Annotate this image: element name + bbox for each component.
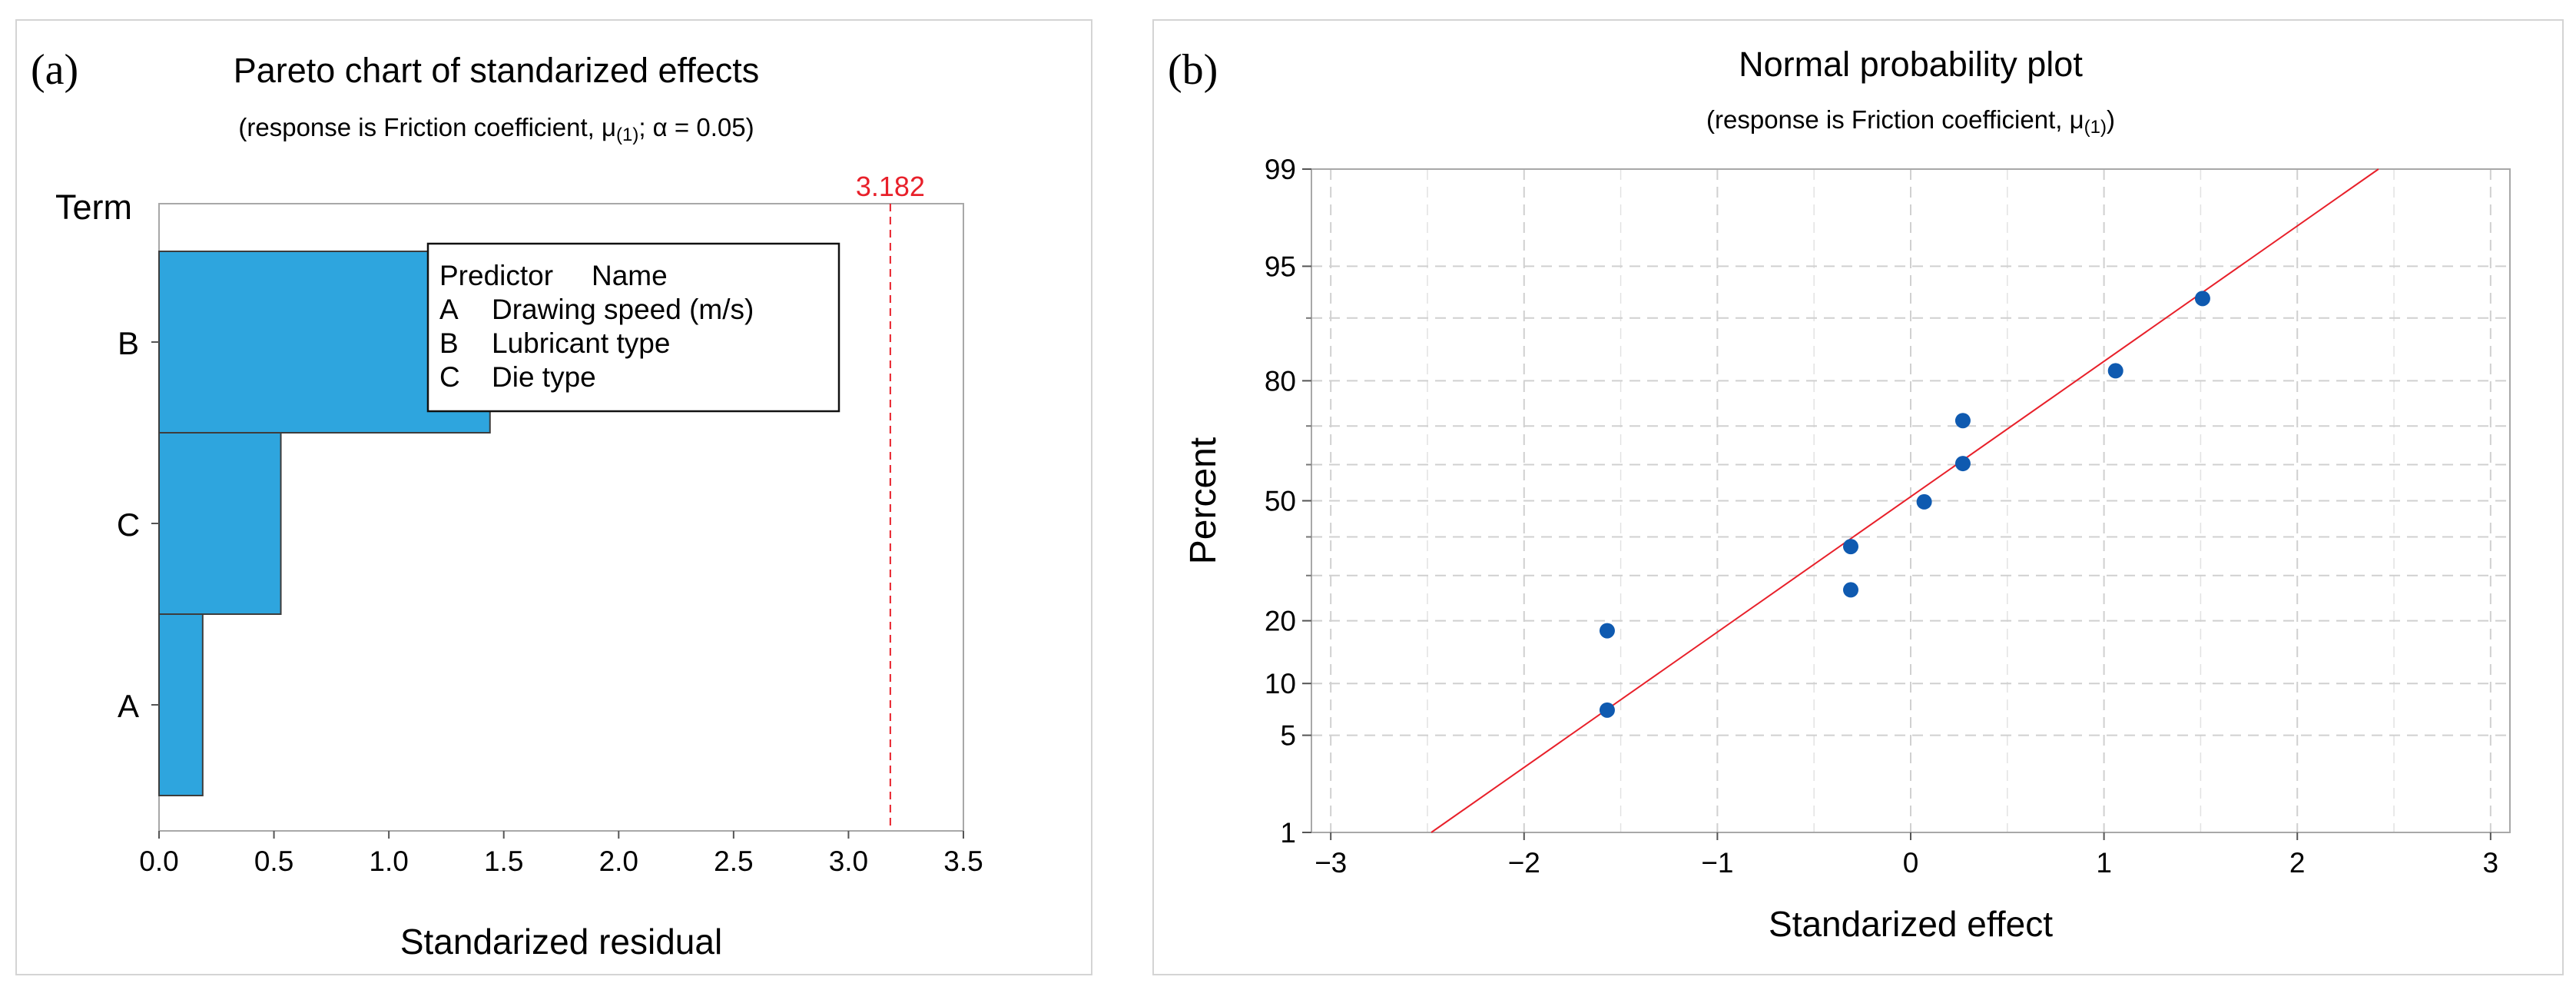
data-point bbox=[1599, 702, 1615, 718]
chart-subtitle: (response is Friction coefficient, μ(1)) bbox=[1706, 105, 2115, 138]
fit-line bbox=[1431, 168, 2379, 833]
x-tick-label: 2 bbox=[2289, 847, 2306, 879]
x-tick-label: −3 bbox=[1315, 847, 1347, 879]
subtitle-text: (response is Friction coefficient, μ bbox=[238, 113, 616, 141]
data-point bbox=[2107, 363, 2123, 379]
x-tick-label: 0.0 bbox=[139, 845, 178, 877]
data-point bbox=[1954, 456, 1971, 472]
x-tick-label: 2.0 bbox=[599, 845, 638, 877]
data-point bbox=[1599, 623, 1615, 639]
y-tick-label: 5 bbox=[1280, 720, 1296, 752]
panel-label-a: (a) bbox=[31, 46, 78, 94]
x-tick-label: 0.5 bbox=[254, 845, 293, 877]
subtitle-text-end: ) bbox=[2107, 105, 2115, 134]
legend-header-name: Name bbox=[592, 260, 668, 291]
x-tick-label: 3.5 bbox=[943, 845, 983, 877]
y-tick-label: 95 bbox=[1265, 251, 1296, 282]
x-tick-label: 3 bbox=[2483, 847, 2499, 879]
subtitle-subscript: (1) bbox=[2084, 117, 2107, 138]
subtitle-text-end: ; α = 0.05) bbox=[638, 113, 754, 141]
y-tick-label: 20 bbox=[1265, 606, 1296, 637]
data-point bbox=[1843, 539, 1858, 555]
y-tick-label: C bbox=[117, 507, 140, 543]
pareto-chart: (a) Pareto chart of standarized effects (r… bbox=[31, 46, 983, 962]
reference-line-label: 3.182 bbox=[856, 171, 925, 202]
legend-name: Lubricant type bbox=[492, 327, 670, 359]
chart-title: Normal probability plot bbox=[1739, 45, 2083, 84]
pareto-chart-panel: (a) Pareto chart of standarized effects (r… bbox=[15, 19, 1092, 975]
data-point bbox=[1954, 413, 1971, 429]
legend-name: Drawing speed (m/s) bbox=[492, 294, 754, 325]
data-point bbox=[1916, 493, 1932, 510]
legend-predictor: A bbox=[439, 294, 459, 325]
x-tick-label: −2 bbox=[1508, 847, 1540, 879]
y-tick-label: A bbox=[118, 688, 139, 724]
x-tick-label: 1 bbox=[2096, 847, 2112, 879]
data-point bbox=[2194, 291, 2210, 307]
y-tick-label: 10 bbox=[1265, 668, 1296, 699]
x-tick-label: 3.0 bbox=[829, 845, 868, 877]
normal-probability-plot: (b) Normal probability plot (response is F… bbox=[1168, 45, 2511, 944]
x-axis-title: Standarized residual bbox=[400, 922, 722, 962]
x-tick-label: 2.5 bbox=[714, 845, 753, 877]
normal-probability-plot-panel: (b) Normal probability plot (response is F… bbox=[1152, 19, 2564, 975]
subtitle-text: (response is Friction coefficient, μ bbox=[1706, 105, 2084, 134]
x-tick-label: 1.0 bbox=[369, 845, 408, 877]
data-point bbox=[1843, 582, 1858, 598]
x-tick-label: −1 bbox=[1701, 847, 1733, 879]
x-tick-label: 0 bbox=[1903, 847, 1919, 879]
x-axis-title: Standarized effect bbox=[1769, 904, 2053, 944]
chart-subtitle: (response is Friction coefficient, μ(1);… bbox=[238, 113, 754, 145]
chart-title: Pareto chart of standarized effects bbox=[234, 51, 760, 90]
bar-a bbox=[158, 613, 204, 796]
legend: Predictor Name A Drawing speed (m/s) B Lubric… bbox=[426, 242, 840, 413]
bar-c bbox=[158, 432, 282, 615]
y-axis-title: Term bbox=[55, 188, 132, 227]
legend-predictor: C bbox=[439, 361, 460, 393]
legend-name: Die type bbox=[492, 361, 596, 393]
x-tick-label: 1.5 bbox=[484, 845, 523, 877]
y-axis-title: Percent bbox=[1183, 437, 1224, 564]
panel-label-b: (b) bbox=[1168, 46, 1218, 94]
y-tick-label: B bbox=[118, 325, 139, 361]
subtitle-subscript: (1) bbox=[616, 125, 638, 145]
legend-box bbox=[426, 242, 840, 413]
y-tick-label: 1 bbox=[1280, 817, 1296, 849]
legend-header-predictor: Predictor bbox=[439, 260, 553, 291]
y-tick-label: 80 bbox=[1265, 365, 1296, 397]
y-tick-label: 50 bbox=[1265, 486, 1296, 517]
legend-predictor: B bbox=[439, 327, 459, 359]
y-tick-label: 99 bbox=[1265, 154, 1296, 185]
